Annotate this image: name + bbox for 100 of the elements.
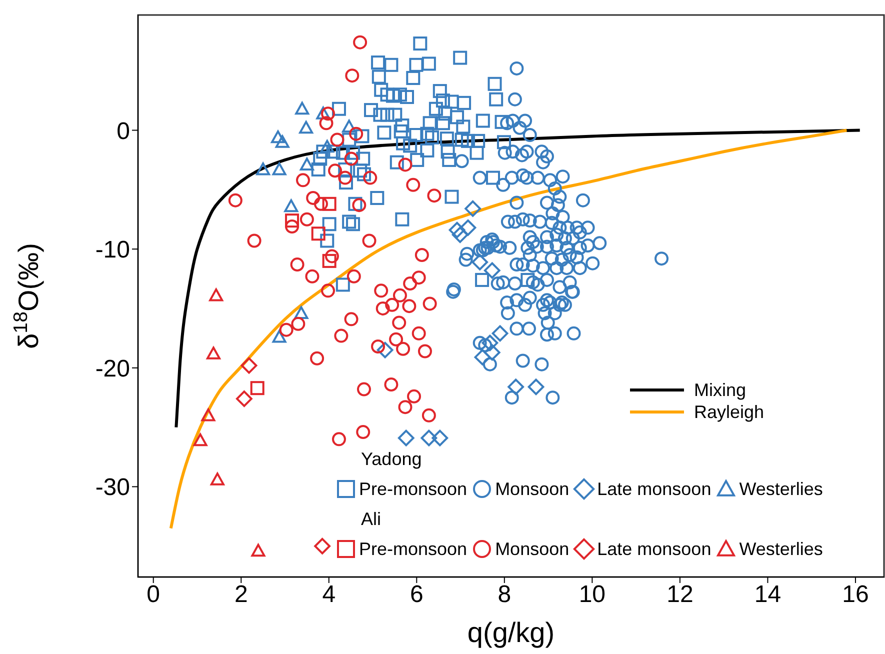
legend-label: Westerlies (739, 478, 823, 500)
point (330, 132, 344, 147)
point (285, 214, 300, 228)
point (376, 301, 390, 316)
point (305, 269, 320, 284)
point (247, 234, 262, 248)
legend-label: Westerlies (739, 538, 823, 560)
x-tick-label: 8 (498, 581, 512, 608)
x-tick-label: 10 (578, 581, 606, 608)
legend-label: Pre-monsoon (359, 478, 468, 500)
point (422, 408, 436, 422)
point (299, 120, 314, 134)
x-tick-label: 16 (842, 581, 869, 608)
point (332, 432, 346, 446)
point (472, 254, 488, 270)
point (482, 334, 498, 352)
x-tick-label: 0 (146, 581, 160, 608)
x-tick-label: 2 (234, 581, 248, 608)
point (398, 158, 412, 172)
point (272, 162, 286, 176)
point (291, 316, 306, 331)
legend-label: Late monsoon (597, 478, 712, 500)
y-tick-label: -20 (95, 355, 130, 382)
point (210, 472, 224, 486)
point (206, 346, 220, 360)
annotation: Ali (361, 508, 382, 531)
point (371, 339, 386, 354)
legend-label: Monsoon (495, 478, 570, 500)
legend-label: Late monsoon (597, 538, 712, 560)
point (363, 170, 378, 185)
point (251, 544, 266, 557)
legend-label: Pre-monsoon (359, 538, 468, 560)
x-tick-label: 12 (666, 581, 694, 608)
point (344, 312, 358, 326)
y-tick-label: 0 (116, 118, 130, 145)
point (392, 288, 407, 302)
point (349, 126, 364, 141)
point (398, 430, 414, 446)
point (396, 342, 410, 356)
point (412, 270, 426, 285)
point (346, 269, 361, 284)
point (398, 400, 412, 414)
point (300, 212, 314, 226)
point (448, 222, 466, 238)
line-series (169, 128, 848, 530)
point (384, 378, 398, 392)
point (228, 193, 242, 208)
point (474, 348, 491, 366)
point (403, 276, 418, 291)
point (319, 116, 334, 130)
point (392, 316, 406, 330)
x-axis-title: q(g/kg) (467, 617, 555, 648)
point (193, 433, 208, 446)
point (352, 198, 366, 212)
annotation: Yadong (361, 448, 423, 471)
point (389, 332, 404, 346)
point (338, 170, 352, 185)
point (296, 173, 310, 188)
point (484, 262, 500, 279)
point (406, 178, 420, 192)
point (356, 425, 370, 440)
point (285, 219, 300, 234)
point (324, 249, 339, 264)
point (300, 158, 314, 171)
y-tick-label: -30 (95, 474, 130, 502)
point (345, 68, 360, 83)
point (311, 226, 326, 241)
point (460, 219, 476, 236)
point (508, 378, 524, 396)
point (452, 226, 468, 244)
point (284, 199, 298, 212)
point (427, 188, 442, 203)
point (310, 351, 324, 366)
point (209, 288, 224, 302)
point (420, 430, 438, 446)
point (484, 344, 500, 361)
point (294, 306, 308, 320)
point (320, 140, 334, 153)
legend-label: Monsoon (495, 538, 570, 560)
point (279, 322, 294, 337)
point (314, 196, 328, 211)
point (402, 299, 416, 314)
legend-label: Rayleigh (694, 402, 764, 422)
point (201, 408, 216, 422)
point (306, 190, 320, 205)
point (432, 430, 448, 446)
point (334, 328, 348, 343)
point (321, 284, 336, 298)
point (328, 164, 342, 178)
point (275, 135, 290, 148)
point (376, 342, 394, 358)
point (236, 390, 252, 407)
point (353, 35, 368, 50)
point (412, 326, 426, 340)
point (407, 389, 422, 404)
point (385, 298, 400, 312)
point (290, 258, 304, 272)
point (322, 196, 336, 211)
legend-label: Mixing (694, 380, 746, 400)
point (344, 152, 358, 166)
